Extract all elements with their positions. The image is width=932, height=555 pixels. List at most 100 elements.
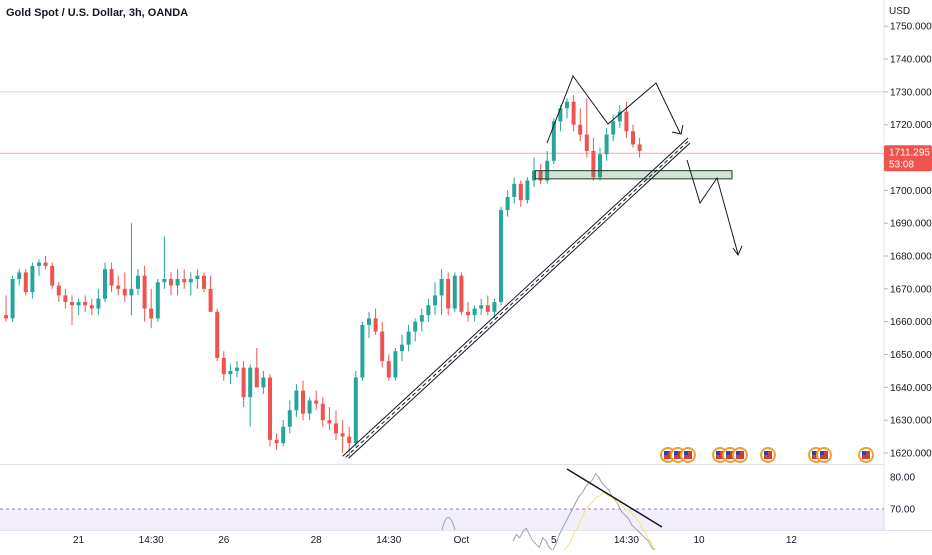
candle xyxy=(380,321,385,368)
rsi-tick-label: 80.00 xyxy=(890,473,915,484)
candle xyxy=(334,410,338,440)
y-tick-label: 1690.000 xyxy=(890,219,932,230)
candle xyxy=(413,318,418,342)
candle xyxy=(631,124,635,148)
candle-body xyxy=(347,436,352,444)
candle-body xyxy=(518,183,523,201)
candle xyxy=(287,400,292,434)
candle xyxy=(254,347,259,388)
candle xyxy=(320,397,325,427)
candle xyxy=(518,180,523,207)
candle-body xyxy=(76,301,81,306)
candle-body xyxy=(96,298,101,309)
candle-body xyxy=(182,279,187,283)
candle-body xyxy=(505,196,510,211)
y-tick-label: 1620.000 xyxy=(890,449,932,460)
x-tick-label: 5 xyxy=(551,535,557,546)
candle xyxy=(301,380,305,421)
candle-body xyxy=(155,282,160,319)
candle xyxy=(136,269,140,296)
candle-body xyxy=(169,279,173,286)
candle xyxy=(459,272,464,316)
x-tick-label: 21 xyxy=(73,535,85,546)
candle-body xyxy=(479,305,484,309)
candle-body xyxy=(334,423,338,434)
candle-body xyxy=(380,331,385,362)
candle xyxy=(505,190,510,217)
candle-body xyxy=(459,275,464,312)
candle-body xyxy=(485,305,490,312)
candle-body xyxy=(162,279,167,283)
candle xyxy=(76,298,81,316)
candle xyxy=(122,272,127,302)
candle-body xyxy=(499,210,503,302)
y-tick-label: 1680.000 xyxy=(890,252,932,263)
trendline-center xyxy=(345,140,690,458)
candle xyxy=(175,269,180,296)
candle-body xyxy=(175,279,180,286)
candle-body xyxy=(294,390,299,411)
candle-body xyxy=(611,121,616,135)
pattern-arrow-head xyxy=(671,124,684,135)
us-flag-icon[interactable] xyxy=(760,447,776,463)
candle-body xyxy=(287,410,292,427)
projection-arrow-head xyxy=(732,245,743,257)
candle-body xyxy=(23,272,28,293)
candle xyxy=(433,282,437,316)
candle-body xyxy=(89,305,94,309)
candle xyxy=(492,298,497,319)
candle xyxy=(208,275,213,312)
candle xyxy=(149,288,154,329)
candle-body xyxy=(109,269,114,286)
candle-body xyxy=(56,285,61,296)
candle-body xyxy=(314,400,319,404)
candle-body xyxy=(340,433,345,437)
rsi-line-early xyxy=(441,517,456,531)
candle xyxy=(340,420,345,453)
candle-body xyxy=(512,183,517,197)
x-tick-label: 12 xyxy=(786,535,798,546)
us-flag-icon[interactable] xyxy=(858,447,874,463)
candle-body xyxy=(538,170,543,181)
price-badge-countdown: 53:08 xyxy=(889,159,914,170)
candle-body xyxy=(426,305,431,316)
x-tick-label: 14:30 xyxy=(614,535,639,546)
candle xyxy=(50,262,55,289)
candle-body xyxy=(466,311,470,316)
candle-body xyxy=(492,301,497,312)
y-tick-label: 1720.000 xyxy=(890,120,932,131)
candle-body xyxy=(129,288,134,296)
us-flag-icon[interactable] xyxy=(680,447,696,463)
candle-body xyxy=(353,377,358,444)
candle xyxy=(538,164,543,184)
candle-body xyxy=(195,275,200,280)
candle-body xyxy=(37,262,41,266)
candle xyxy=(215,308,220,362)
y-tick-label: 1740.000 xyxy=(890,55,932,66)
us-flag-icon[interactable] xyxy=(732,447,748,463)
us-flag-icon[interactable] xyxy=(816,447,832,463)
candle xyxy=(235,361,239,378)
candle xyxy=(43,256,48,270)
candle-body xyxy=(208,288,213,312)
y-tick-label: 1670.000 xyxy=(890,284,932,295)
candle-body xyxy=(116,285,121,289)
candle-body xyxy=(202,275,206,289)
candle xyxy=(155,279,160,322)
x-tick-label: Oct xyxy=(454,535,470,546)
candle xyxy=(604,127,609,161)
candle-body xyxy=(400,344,404,352)
candle xyxy=(479,298,484,316)
candle-body xyxy=(149,308,154,319)
candle-body xyxy=(103,269,107,299)
candle-body xyxy=(63,295,68,302)
candle xyxy=(281,420,286,447)
candle-body xyxy=(452,275,457,309)
candle-body xyxy=(631,131,635,145)
flag-canton xyxy=(684,451,688,455)
candle-body xyxy=(413,321,418,332)
rsi-band xyxy=(0,509,884,530)
candle-body xyxy=(235,367,239,371)
